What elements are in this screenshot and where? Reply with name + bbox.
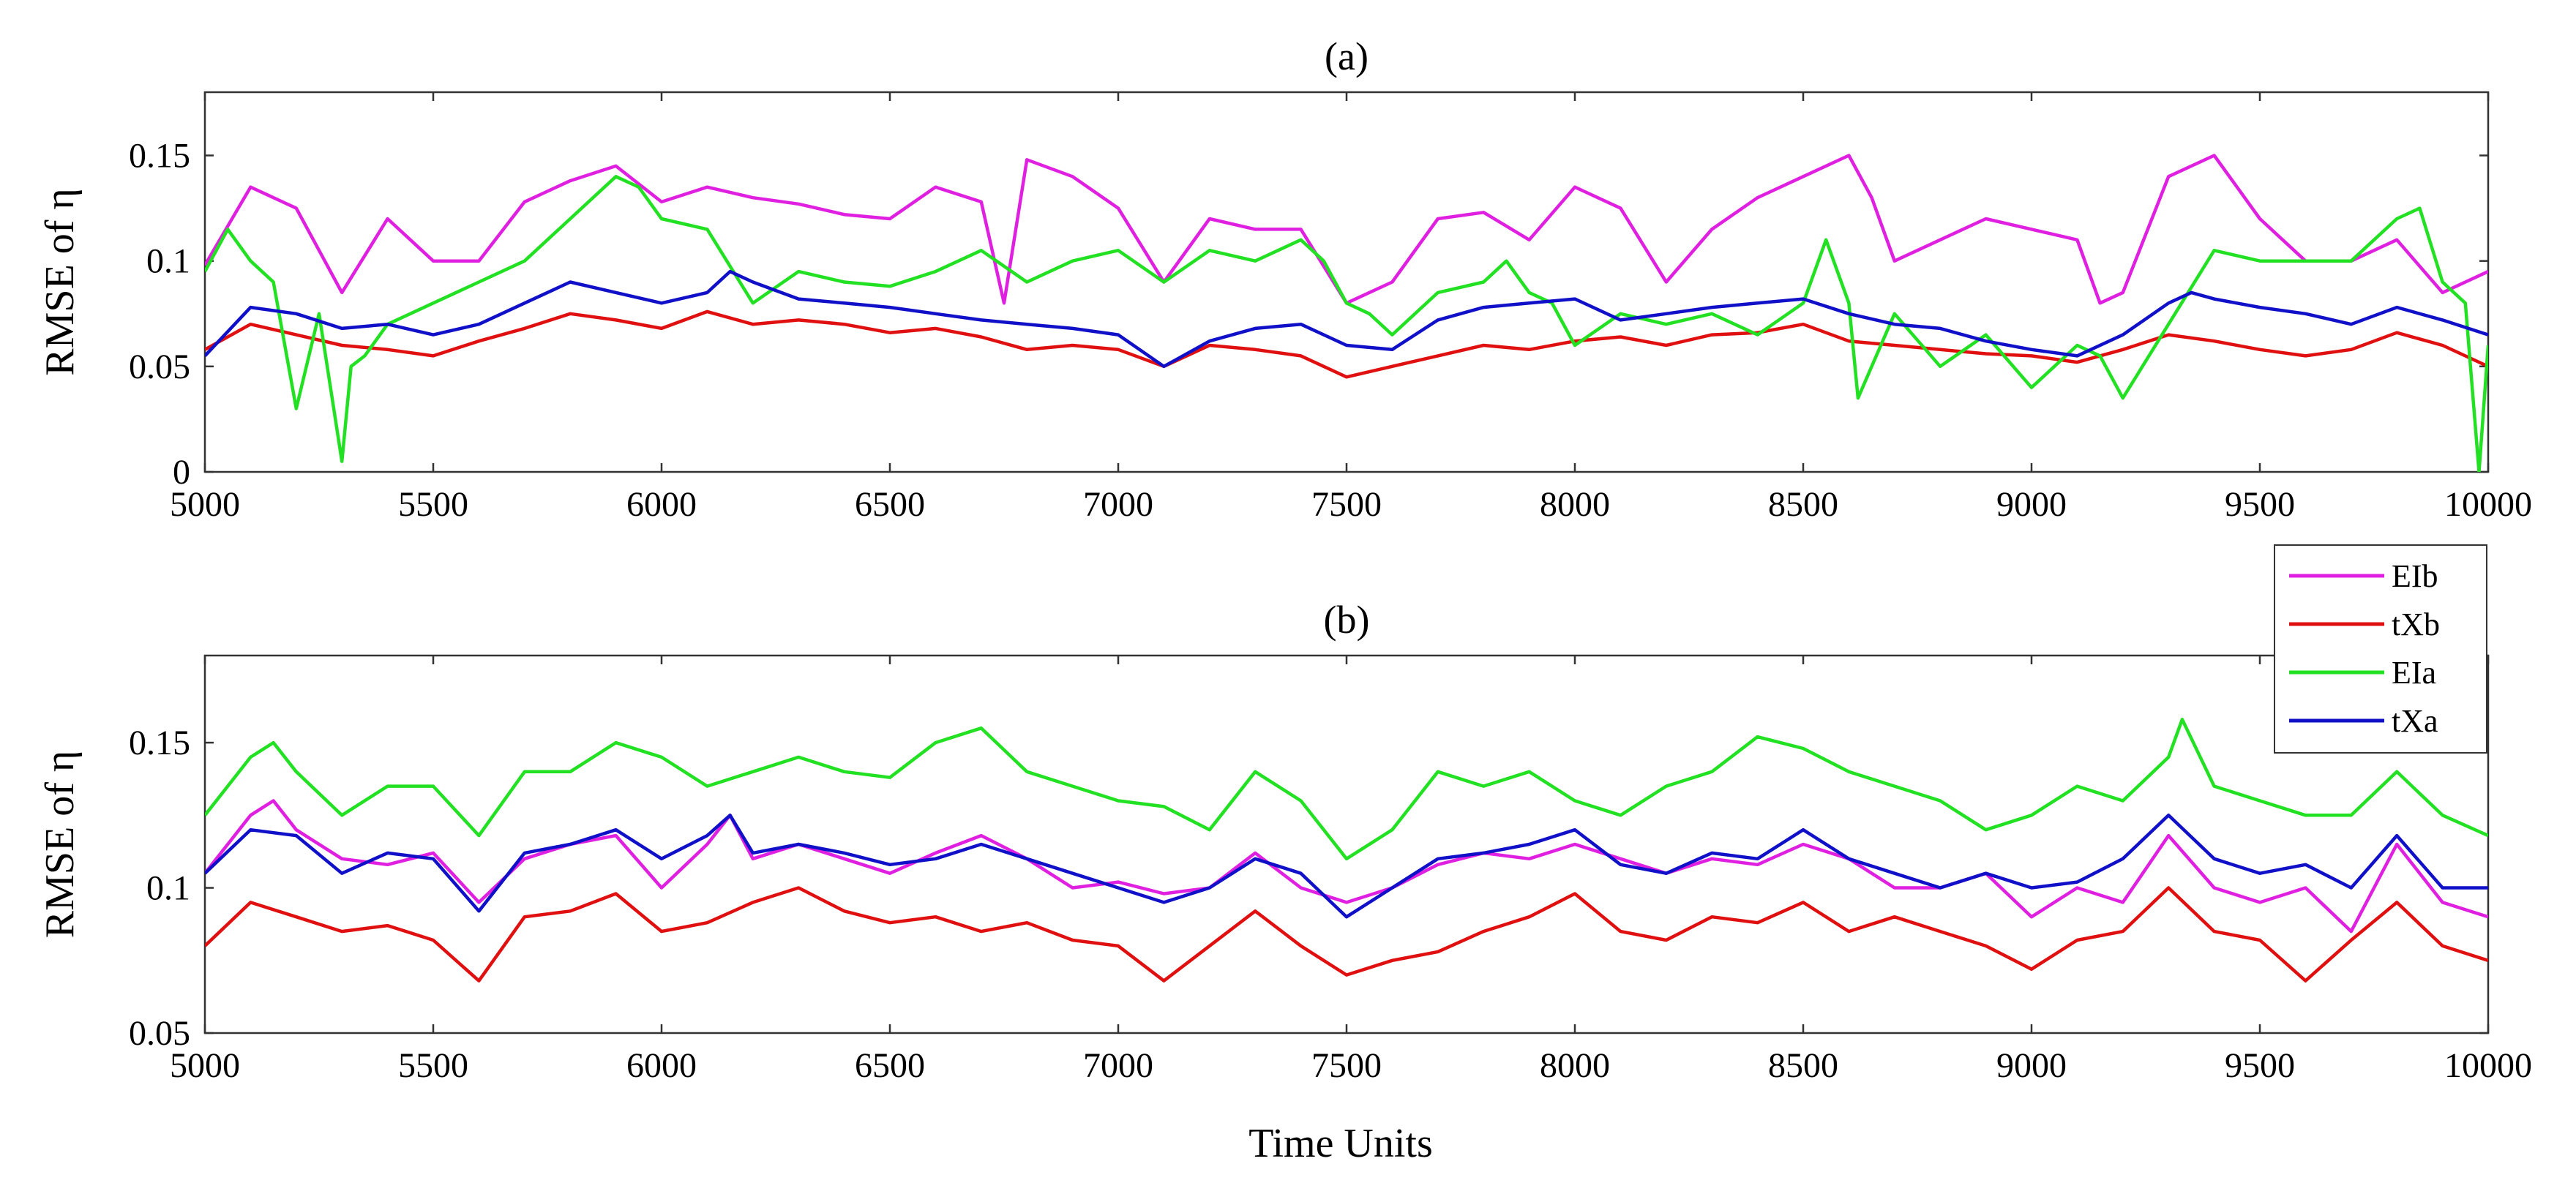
y-tick-label: 0.05: [129, 1014, 190, 1053]
series-line-txa: [205, 269, 2488, 369]
x-tick-label: 8500: [1768, 1046, 1838, 1085]
y-tick-label: 0.1: [146, 869, 190, 908]
plot-frame: [203, 91, 2490, 473]
series-line-txb: [205, 309, 2488, 379]
x-tick-label: 9000: [1996, 485, 2067, 524]
x-tick-label: 7000: [1083, 1046, 1153, 1085]
panel-b: 5000 5500 6000 6500 7000 7500 8000 8500 9000 9500…: [37, 598, 2532, 1085]
x-tick-label: 7500: [1311, 1046, 1382, 1085]
series-group: [205, 718, 2488, 983]
x-tick-label: 6500: [855, 1046, 925, 1085]
y-axis-label: RMSE of η: [37, 188, 83, 375]
y-tick-label: 0: [173, 453, 190, 492]
x-tick-label: 8000: [1540, 1046, 1610, 1085]
x-axis-label: Time Units: [1248, 1121, 1433, 1166]
legend-label: tXb: [2392, 607, 2440, 642]
x-tick-label: 9500: [2225, 1046, 2295, 1085]
x-tick-label: 6000: [626, 485, 697, 524]
x-tick-label: 10000: [2444, 485, 2532, 524]
x-tick-label: 9000: [1996, 1046, 2067, 1085]
x-tick-label: 10000: [2444, 1046, 2532, 1085]
x-tick-label: 5500: [398, 1046, 468, 1085]
legend-label: tXa: [2392, 703, 2438, 739]
legend-box: [2274, 544, 2487, 754]
legend-label: EIa: [2392, 655, 2436, 691]
series-line-eia: [205, 718, 2488, 861]
y-axis-label: RMSE of η: [37, 751, 83, 938]
series-line-txb: [205, 886, 2488, 983]
series-line-eia: [205, 175, 2488, 472]
legend: EIb tXb EIa tXa: [2274, 544, 2487, 754]
legend-label: EIb: [2392, 558, 2438, 594]
panel-a: 5000 5500 6000 6500 7000 7500 8000 8500 9000 9500…: [37, 34, 2532, 524]
series-line-txa: [205, 814, 2488, 919]
x-tick-label: 6500: [855, 485, 925, 524]
x-tick-label: 8500: [1768, 485, 1838, 524]
series-line-eib: [205, 799, 2488, 934]
x-tick-label: 9500: [2225, 485, 2295, 524]
series-line-eib: [205, 154, 2488, 305]
y-tick-label: 0.1: [146, 242, 190, 281]
y-tick-label: 0.05: [129, 348, 190, 386]
y-tick-label: 0.15: [129, 137, 190, 176]
y-tick-label: 0.15: [129, 724, 190, 762]
x-tick-label: 5000: [170, 485, 240, 524]
panel-title: (b): [1324, 598, 1370, 642]
series-group: [205, 154, 2488, 472]
x-tick-label: 6000: [626, 1046, 697, 1085]
x-tick-label: 5500: [398, 485, 468, 524]
x-tick-label: 8000: [1540, 485, 1610, 524]
x-tick-label: 7500: [1311, 485, 1382, 524]
x-tick-label: 7000: [1083, 485, 1153, 524]
panel-title: (a): [1325, 34, 1368, 78]
x-tick-label: 5000: [170, 1046, 240, 1085]
